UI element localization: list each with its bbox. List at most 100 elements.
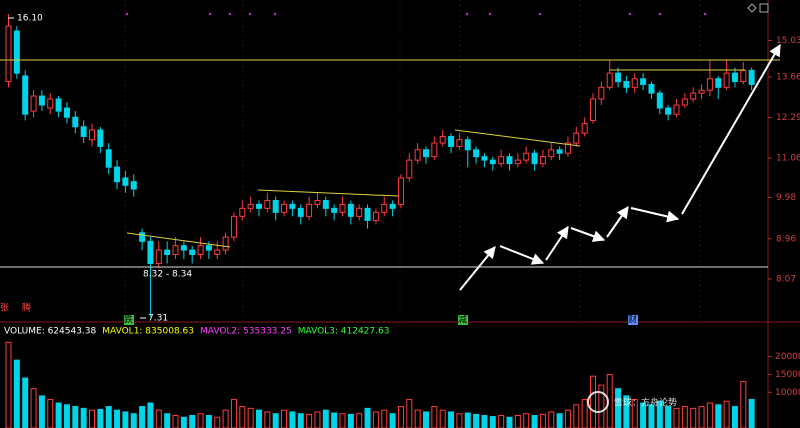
volume-bar <box>347 413 354 428</box>
candle-body <box>539 156 546 165</box>
candle-body <box>548 149 555 158</box>
volume-bar <box>481 415 488 428</box>
candle-body <box>114 166 121 183</box>
indicator-label: MAVOL3: 412427.63 <box>298 327 390 337</box>
volume-bar <box>189 415 196 428</box>
candle-body <box>598 86 605 100</box>
volume-bar <box>155 409 162 428</box>
candle-body <box>423 149 429 158</box>
event-marker: 减 <box>458 314 467 326</box>
volume-bar <box>523 413 530 428</box>
candle-body <box>631 78 638 88</box>
volume-bar <box>539 413 546 428</box>
volume-bar <box>322 409 329 428</box>
candle-body <box>331 207 338 213</box>
volume-bar <box>297 413 304 428</box>
candle-body <box>230 215 237 238</box>
event-marker: 跌 <box>124 315 133 326</box>
y-tick-label: 12.29 <box>776 113 800 123</box>
volume-bar <box>690 407 697 428</box>
volume-bar <box>573 404 580 428</box>
volume-bar <box>423 411 429 428</box>
candle-body <box>740 69 747 83</box>
volume-bar <box>364 407 371 428</box>
drawn-lines <box>0 17 781 319</box>
candle-body <box>464 139 471 151</box>
volume-bar <box>706 402 713 428</box>
volume-bar <box>640 402 647 428</box>
y-tick-label: 15000 <box>775 370 800 380</box>
candle-body <box>5 25 12 83</box>
candle-body <box>414 149 421 161</box>
candle-body <box>22 75 29 115</box>
volume-bar <box>673 407 680 428</box>
volume-bar <box>665 406 672 428</box>
watermark: 雪球：方舟论势 <box>614 397 677 409</box>
candle-body <box>748 69 755 85</box>
event-dots <box>125 12 707 16</box>
indicator-label: MAVOL2: 535333.25 <box>200 327 292 337</box>
candle-body <box>623 81 630 88</box>
candle-body <box>706 78 713 91</box>
candle-body <box>573 132 580 144</box>
volume-bar <box>314 411 321 428</box>
candle-body <box>439 135 446 144</box>
volume-bar <box>581 398 588 428</box>
candle-body <box>189 249 196 256</box>
y-tick-label: 15.03 <box>776 36 800 46</box>
candle-body <box>63 107 70 118</box>
volume-bar <box>63 404 70 428</box>
volume-bar <box>97 408 104 428</box>
marker-box <box>628 315 638 325</box>
candle-body <box>723 72 730 88</box>
candle-body <box>431 142 438 158</box>
volume-bars <box>5 341 755 428</box>
candle-body <box>389 203 396 209</box>
volume-bar <box>615 388 622 428</box>
candle-body <box>172 245 179 256</box>
volume-bar <box>731 406 738 428</box>
candle-body <box>381 203 388 213</box>
candle-body <box>105 149 112 168</box>
volume-bar <box>397 406 404 428</box>
volume-bar <box>30 388 37 428</box>
volume-bar <box>239 406 246 428</box>
volume-bar <box>715 404 722 428</box>
trend-line <box>126 232 231 248</box>
volume-bar <box>172 415 179 428</box>
candle-body <box>690 92 697 100</box>
y-tick-label: 13.66 <box>776 73 800 83</box>
volume-bar <box>47 398 54 428</box>
candle-body <box>222 236 229 251</box>
candle-body <box>640 78 647 85</box>
y-tick-label: 9.98 <box>776 193 796 203</box>
annotation: 7.31 <box>148 314 168 324</box>
candle-body <box>448 135 455 147</box>
volume-bar <box>748 398 755 428</box>
candle-body <box>715 78 722 88</box>
candle-body <box>498 156 505 165</box>
candle-body <box>506 156 513 165</box>
candle-body <box>30 95 37 112</box>
candle-body <box>214 249 221 256</box>
window-icons[interactable] <box>747 3 769 13</box>
volume-bar <box>406 398 413 428</box>
volume-bar <box>139 406 146 428</box>
volume-bar <box>72 406 79 428</box>
candle-body <box>147 240 154 265</box>
candle-body <box>164 249 171 256</box>
volume-bar <box>205 415 212 428</box>
volume-bar <box>214 416 221 428</box>
volume-bar <box>356 413 363 428</box>
candle-body <box>281 203 288 213</box>
candle-body <box>673 104 680 115</box>
candle-body <box>272 200 279 213</box>
volume-bar <box>147 402 154 428</box>
volume-bar <box>289 411 296 428</box>
candle-body <box>205 245 212 251</box>
y-tick-label: 20000 <box>775 352 800 362</box>
candle-body <box>97 129 104 147</box>
volume-bar <box>306 413 313 428</box>
